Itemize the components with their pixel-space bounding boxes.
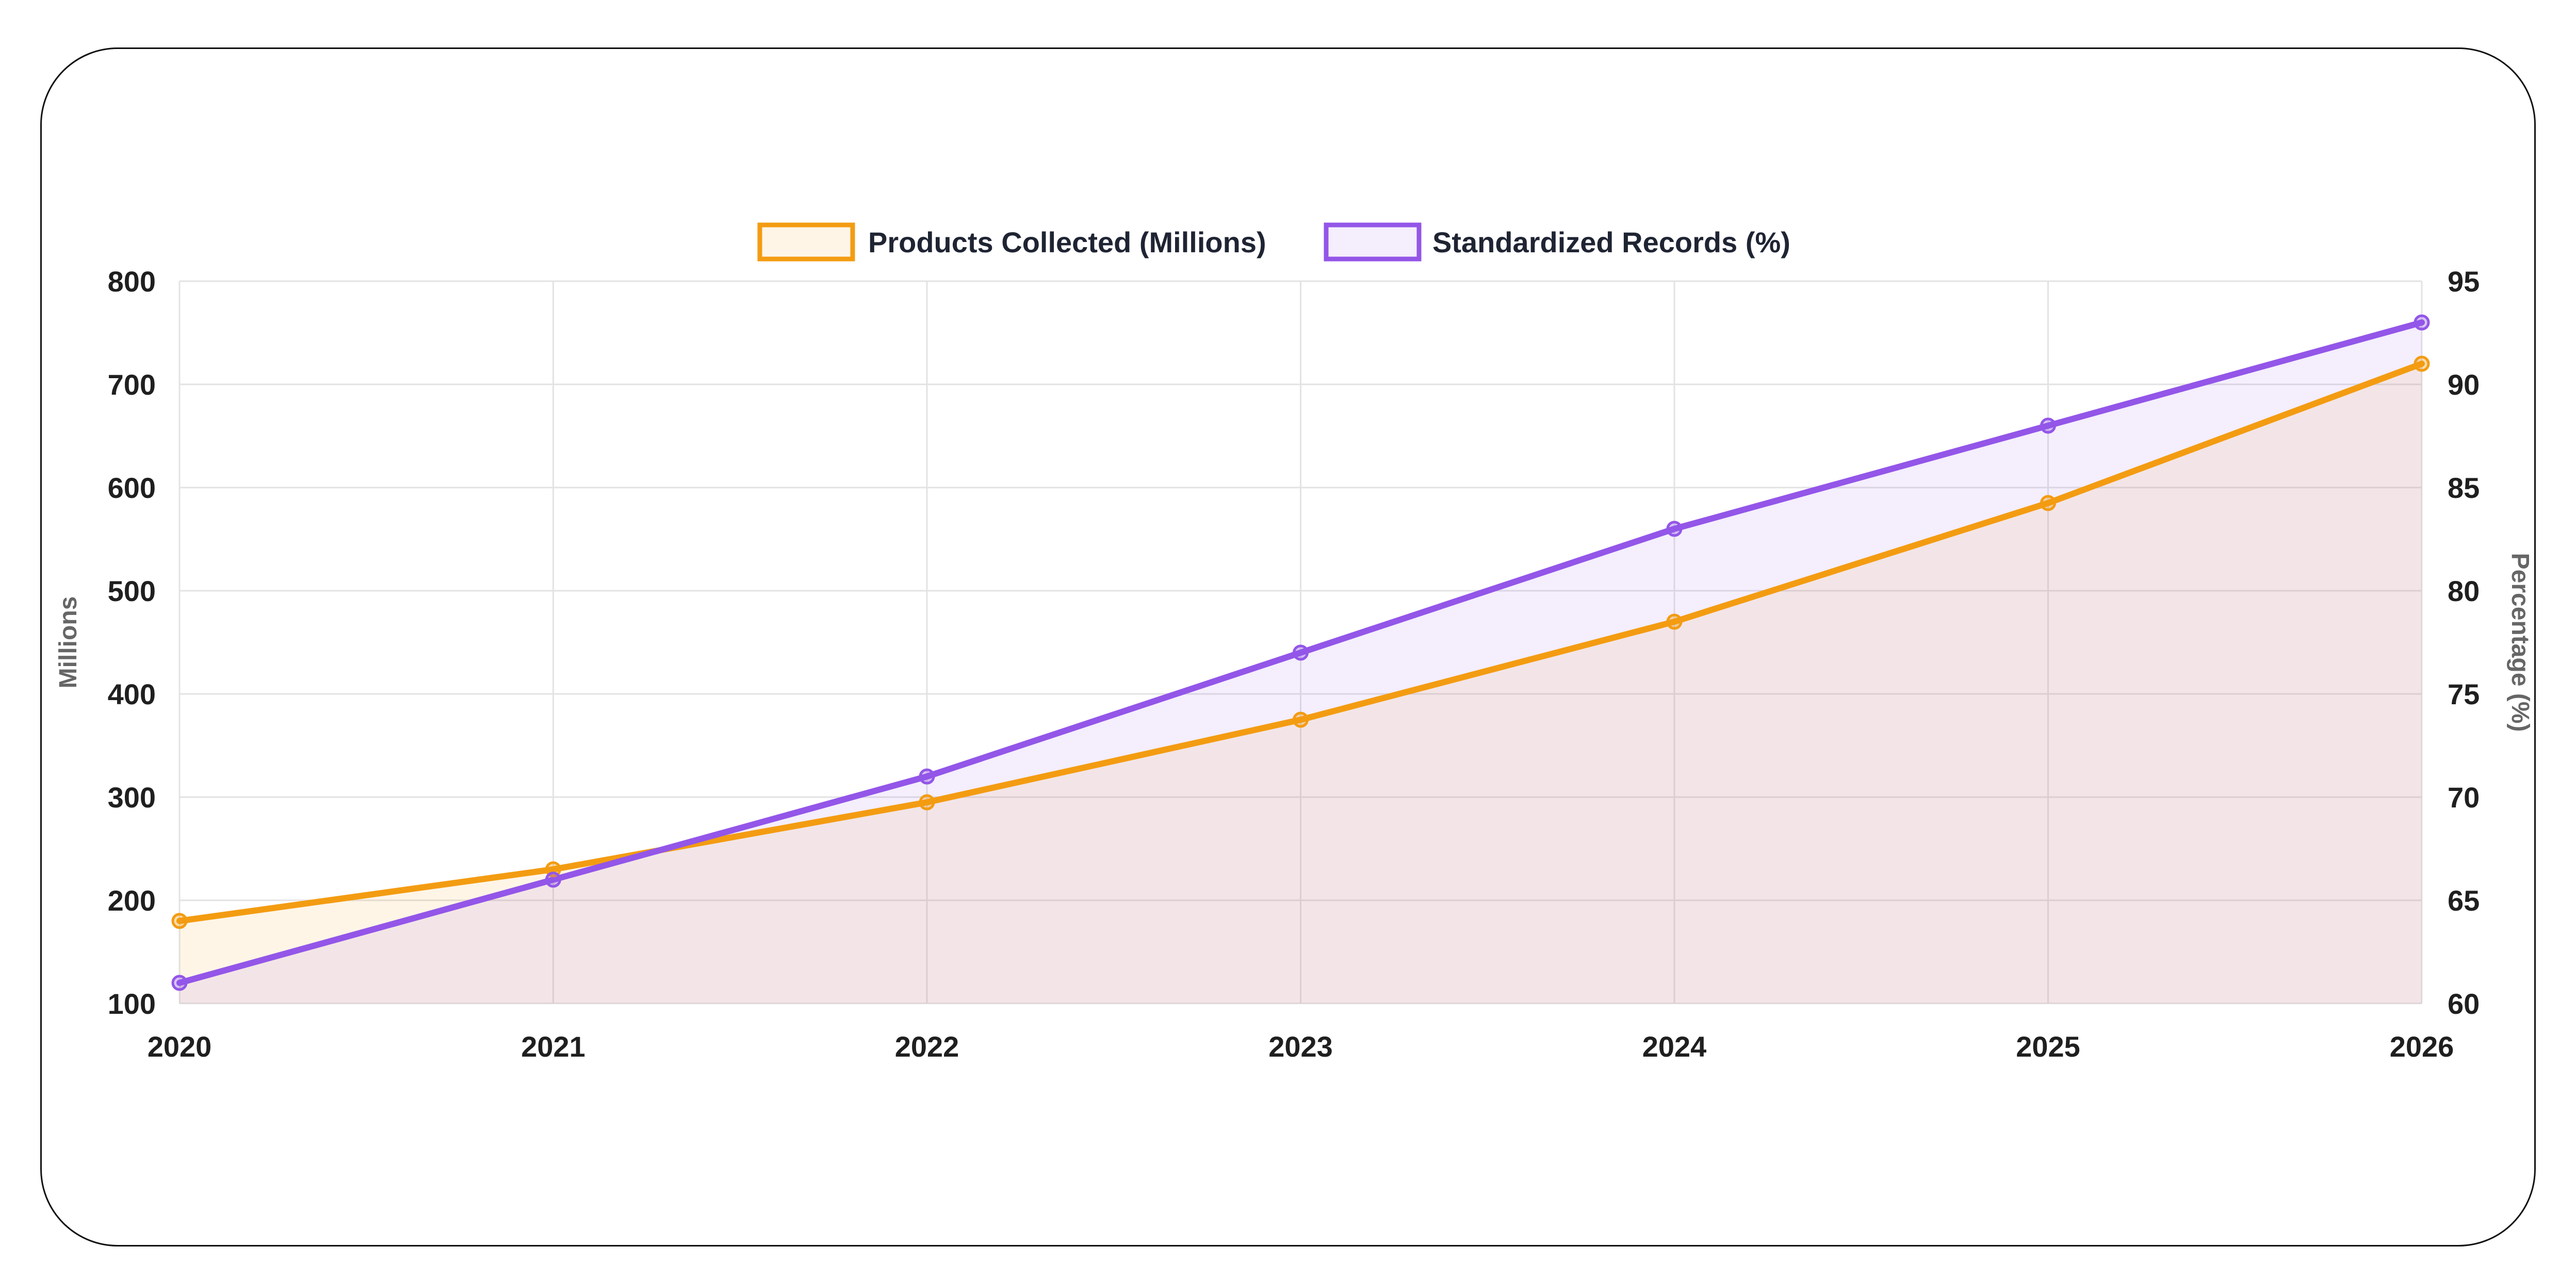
point-products[interactable] bbox=[171, 913, 188, 929]
left-tick-label: 200 bbox=[108, 884, 156, 917]
point-standardized[interactable] bbox=[919, 768, 935, 785]
left-tick-label: 100 bbox=[108, 987, 156, 1020]
point-standardized[interactable] bbox=[1666, 521, 1683, 537]
left-tick-label: 700 bbox=[108, 368, 156, 401]
x-tick-label: 2025 bbox=[2016, 1030, 2080, 1063]
legend-label-products: Products Collected (Millions) bbox=[868, 226, 1266, 258]
area-products bbox=[180, 364, 2422, 1003]
x-tick-label: 2024 bbox=[1642, 1030, 1707, 1063]
right-tick-label: 80 bbox=[2448, 575, 2480, 607]
x-tick-label: 2023 bbox=[1268, 1030, 1333, 1063]
legend-swatch-products bbox=[757, 222, 855, 262]
right-tick-label: 90 bbox=[2448, 368, 2480, 401]
legend-label-standardized: Standardized Records (%) bbox=[1432, 226, 1790, 258]
line-standardized bbox=[176, 319, 2425, 986]
point-products[interactable] bbox=[1293, 711, 1309, 728]
x-tick-label: 2022 bbox=[895, 1030, 959, 1063]
right-tick-label: 95 bbox=[2448, 265, 2480, 298]
point-standardized[interactable] bbox=[545, 871, 561, 888]
line-products bbox=[176, 361, 2425, 924]
tick-labels: 100 200 300 400 500 600 700 800 60 65 70 75 80 85 90 95… bbox=[108, 265, 2480, 1063]
x-tick-label: 2021 bbox=[521, 1030, 585, 1063]
point-standardized[interactable] bbox=[2040, 417, 2056, 434]
left-tick-label: 300 bbox=[108, 781, 156, 814]
x-tick-label: 2026 bbox=[2390, 1030, 2454, 1063]
right-tick-label: 70 bbox=[2448, 781, 2480, 814]
series-lines bbox=[176, 319, 2425, 986]
x-tick-label: 2020 bbox=[148, 1030, 212, 1063]
legend-item-products[interactable]: Products Collected (Millions) bbox=[757, 222, 1266, 262]
left-axis-title: Millions bbox=[55, 596, 82, 689]
right-tick-label: 65 bbox=[2448, 884, 2480, 917]
point-products[interactable] bbox=[919, 794, 935, 811]
series-points bbox=[171, 314, 2430, 991]
left-tick-label: 600 bbox=[108, 472, 156, 504]
right-axis-title: Percentage (%) bbox=[2506, 553, 2534, 732]
right-tick-label: 60 bbox=[2448, 987, 2480, 1020]
point-standardized[interactable] bbox=[1293, 644, 1309, 661]
point-standardized[interactable] bbox=[2414, 314, 2430, 331]
legend-item-standardized[interactable]: Standardized Records (%) bbox=[1324, 222, 1790, 262]
chart-card bbox=[40, 47, 2536, 1246]
left-tick-label: 500 bbox=[108, 575, 156, 607]
left-tick-label: 800 bbox=[108, 265, 156, 298]
point-standardized[interactable] bbox=[171, 975, 188, 991]
grid-lines bbox=[178, 280, 2423, 1005]
left-tick-label: 400 bbox=[108, 678, 156, 710]
point-products[interactable] bbox=[2414, 355, 2430, 372]
legend-swatch-standardized bbox=[1324, 222, 1422, 262]
point-products[interactable] bbox=[1666, 613, 1683, 630]
legend: Products Collected (Millions) Standardiz… bbox=[757, 222, 1790, 262]
point-products[interactable] bbox=[2040, 495, 2056, 511]
right-tick-label: 85 bbox=[2448, 472, 2480, 504]
right-tick-label: 75 bbox=[2448, 678, 2480, 710]
